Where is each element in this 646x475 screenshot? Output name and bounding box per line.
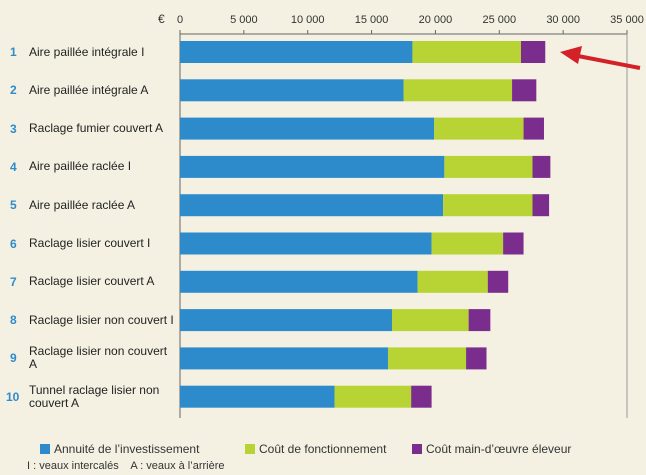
category-number: 6 bbox=[10, 236, 17, 251]
category-label: Raclage lisier non couvert I bbox=[29, 312, 174, 327]
category-label: Tunnel raclage lisier non couvert A bbox=[29, 382, 160, 410]
footnote: I : veaux intercalés A : veaux à l’arriè… bbox=[27, 460, 225, 472]
x-tick-label: 10 000 bbox=[291, 14, 325, 26]
legend-label: Annuité de l’investissement bbox=[54, 442, 200, 456]
category-number: 8 bbox=[10, 313, 17, 328]
bar-segment bbox=[412, 41, 521, 63]
bar-segment bbox=[180, 270, 418, 293]
x-tick-label: 20 000 bbox=[419, 14, 453, 26]
bar-segment bbox=[443, 194, 533, 217]
bar-segment bbox=[444, 155, 533, 178]
bar-segment bbox=[431, 232, 504, 255]
bar-segment bbox=[180, 232, 432, 255]
category-label: Aire paillée raclée A bbox=[29, 197, 136, 212]
bar-segment bbox=[417, 270, 488, 293]
bar-segment bbox=[532, 194, 550, 217]
bar-segment bbox=[487, 270, 509, 293]
legend-swatch bbox=[40, 444, 50, 454]
category-number: 5 bbox=[10, 198, 17, 213]
category-number: 4 bbox=[10, 159, 17, 174]
category-label: Raclage lisier couvert I bbox=[29, 236, 151, 250]
bar-segment bbox=[411, 385, 432, 408]
arrow bbox=[560, 46, 641, 70]
bar-segment bbox=[523, 117, 544, 140]
category-number: 7 bbox=[10, 274, 17, 289]
legend-label: Coût de fonctionnement bbox=[259, 442, 387, 456]
bar-segment bbox=[388, 347, 467, 370]
x-tick-label: 5 000 bbox=[230, 14, 258, 26]
legend-swatch bbox=[412, 444, 422, 454]
bar-segment bbox=[180, 41, 413, 63]
bar-segment bbox=[503, 232, 524, 255]
category-label: Raclage lisier non couvert A bbox=[29, 344, 168, 372]
legend-label: Coût main-d’œuvre éleveur bbox=[426, 442, 572, 456]
category-number: 9 bbox=[10, 351, 17, 366]
category-label: Raclage fumier couvert A bbox=[29, 121, 164, 136]
bar-segment bbox=[520, 41, 546, 63]
bar-segment bbox=[180, 117, 435, 140]
bar-segment bbox=[434, 117, 524, 140]
category-number: 2 bbox=[10, 83, 17, 98]
bar-segment bbox=[468, 309, 491, 332]
x-tick-label: 15 000 bbox=[355, 14, 389, 26]
bar-segment bbox=[512, 79, 537, 102]
category-label: Aire paillée intégrale A bbox=[29, 82, 149, 97]
bar-segment bbox=[532, 155, 551, 178]
category-label: Aire paillée intégrale I bbox=[29, 44, 145, 59]
unit-label: € bbox=[158, 12, 165, 26]
legend-swatch bbox=[245, 444, 255, 454]
category-number: 10 bbox=[6, 389, 20, 404]
x-tick-label: 35 000 bbox=[610, 14, 644, 26]
bar-segment bbox=[180, 194, 444, 217]
bar-segment bbox=[403, 79, 513, 102]
bar-segment bbox=[180, 347, 389, 370]
x-tick-label: 25 000 bbox=[482, 14, 516, 26]
legend-item: Annuité de l’investissement bbox=[40, 442, 199, 456]
bar-segment bbox=[180, 155, 445, 178]
category-number: 3 bbox=[10, 121, 17, 136]
category-label: Aire paillée raclée I bbox=[29, 159, 132, 174]
bar-segment bbox=[180, 79, 404, 102]
bar-segment bbox=[466, 347, 487, 370]
bar-segment bbox=[392, 309, 469, 332]
x-tick-label: 30 000 bbox=[546, 14, 580, 26]
bar-segment bbox=[334, 385, 412, 408]
x-tick-label: 0 bbox=[177, 14, 183, 26]
bar-segment bbox=[180, 309, 393, 332]
legend-item: Coût de fonctionnement bbox=[245, 442, 386, 456]
category-label: Raclage lisier couvert A bbox=[29, 274, 155, 289]
bar-segment bbox=[180, 385, 335, 408]
category-number: 1 bbox=[10, 45, 17, 59]
legend-item: Coût main-d’œuvre éleveur bbox=[412, 442, 571, 456]
